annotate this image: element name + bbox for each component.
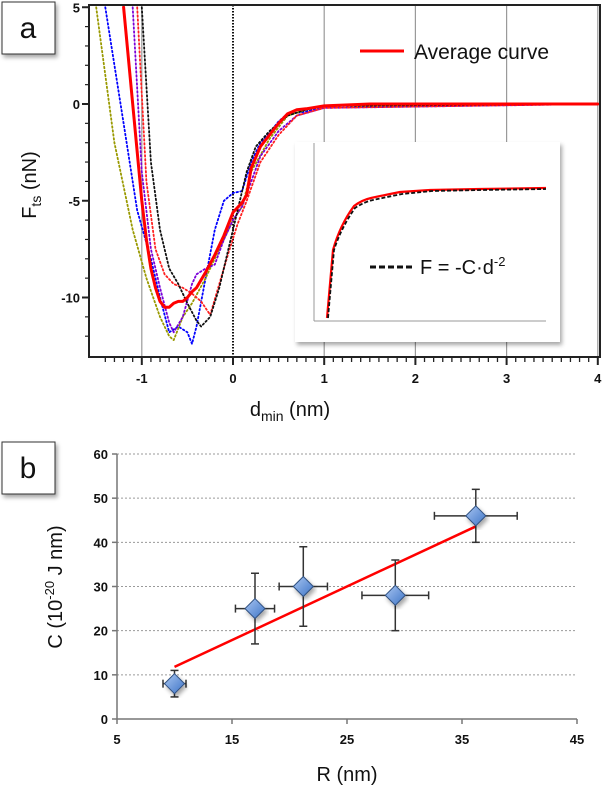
panel-b-x-axis-title: R (nm) bbox=[316, 764, 377, 786]
inset-fit-curve bbox=[327, 188, 547, 319]
x-tick-label: -1 bbox=[136, 371, 148, 386]
panel-a-label: a bbox=[1, 1, 56, 55]
y-tick-label: -10 bbox=[61, 291, 80, 306]
x-tick-label: 0 bbox=[229, 371, 236, 386]
inset-plot: F = -C·d-2 bbox=[295, 142, 560, 342]
series-average-curve bbox=[122, 5, 600, 309]
panel-b-label-text: b bbox=[20, 452, 37, 485]
panel-a-chart: F = -C·d-2 -1 0 1 2 3 450-5-10 Average curve … bbox=[19, 0, 602, 424]
data-point bbox=[162, 669, 187, 698]
panel-b-y-axis-title: C (10-20 J nm) bbox=[42, 525, 67, 648]
x-tick-label: 15 bbox=[225, 732, 239, 747]
diamond-marker bbox=[384, 584, 407, 607]
y-tick-label: 20 bbox=[94, 624, 108, 639]
y-tick-label: 30 bbox=[94, 580, 108, 595]
panel-a-series bbox=[95, 5, 600, 345]
x-tick-label: 4 bbox=[594, 371, 602, 386]
y-tick-label: 50 bbox=[94, 491, 108, 506]
data-point bbox=[234, 572, 276, 645]
data-point bbox=[433, 488, 518, 544]
x-tick-label: 1 bbox=[321, 371, 328, 386]
legend: Average curve bbox=[360, 41, 549, 64]
data-point bbox=[361, 559, 430, 632]
panel-b-chart: 0 10 20 30 40 50 60 5 15 25 35 45 R (nm) C (10-20 J… bbox=[42, 447, 584, 786]
y-tick-label: -5 bbox=[68, 194, 80, 209]
y-tick-label: 0 bbox=[73, 97, 80, 112]
legend-label-average: Average curve bbox=[414, 41, 549, 64]
diamond-marker bbox=[163, 672, 186, 695]
panel-b-label: b bbox=[1, 441, 56, 495]
panel-b-axes: 0 10 20 30 40 50 60 5 15 25 35 45 bbox=[94, 447, 585, 747]
x-tick-label: 3 bbox=[503, 371, 510, 386]
panel-b-gridlines bbox=[117, 453, 577, 676]
panel-a-x-axis-title: dmin (nm) bbox=[250, 399, 330, 424]
diamond-marker bbox=[465, 505, 487, 527]
x-tick-label: 2 bbox=[412, 371, 419, 386]
diamond-marker bbox=[244, 597, 266, 620]
y-tick-label: 40 bbox=[94, 535, 108, 550]
y-tick-label: 10 bbox=[94, 668, 108, 683]
inset-average-curve bbox=[325, 186, 547, 319]
panel-a-y-axis-title: Fts (nN) bbox=[19, 151, 44, 219]
x-tick-label: 35 bbox=[455, 732, 469, 747]
y-tick-label: 5 bbox=[73, 0, 80, 15]
y-tick-label: 0 bbox=[101, 712, 108, 727]
fit-line bbox=[173, 525, 477, 669]
y-tick-label: 60 bbox=[94, 447, 108, 462]
x-tick-label: 5 bbox=[113, 732, 120, 747]
diamond-marker bbox=[292, 575, 315, 598]
panel-b-fit-line bbox=[173, 525, 477, 669]
panel-b-points bbox=[162, 488, 518, 698]
x-tick-label: 25 bbox=[340, 732, 354, 747]
inset-background bbox=[295, 142, 560, 342]
inset-legend-label: F = -C·d-2 bbox=[420, 254, 505, 279]
data-point bbox=[278, 546, 329, 627]
x-tick-label: 45 bbox=[570, 732, 584, 747]
panel-a-label-text: a bbox=[20, 12, 37, 45]
panel-a-axes: -1 0 1 2 3 450-5-10 bbox=[61, 0, 602, 386]
